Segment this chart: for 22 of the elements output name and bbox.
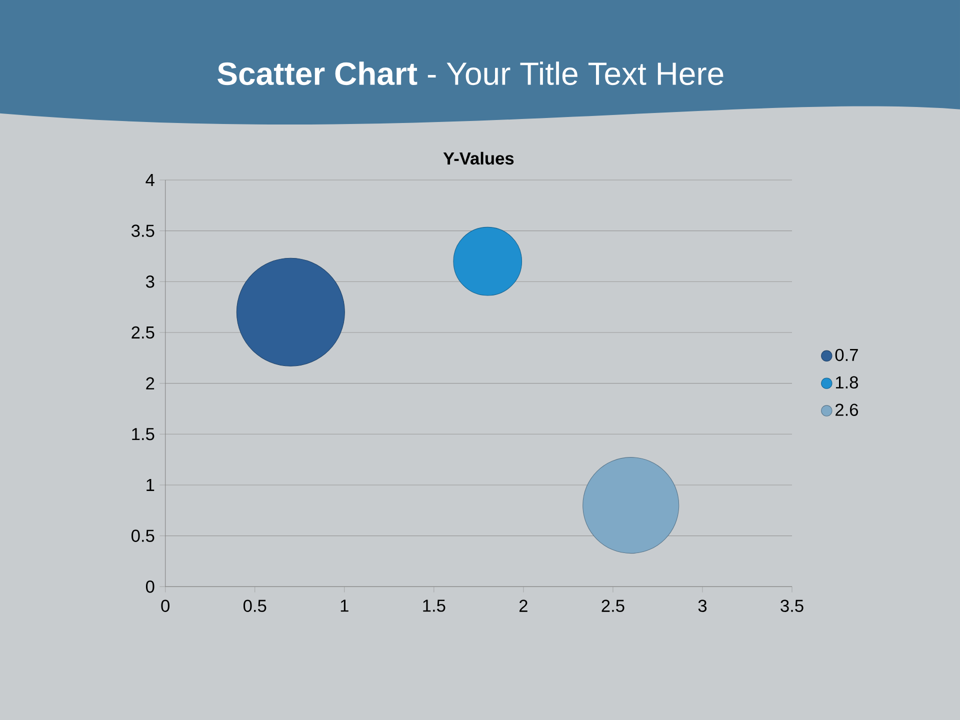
x-tick-label: 2 bbox=[519, 600, 528, 612]
chart-title: Scatter Chart - Your Title Text Here bbox=[218, 62, 724, 86]
y-tick-label: 4 bbox=[146, 174, 154, 186]
chart-subtitle: Y-Values bbox=[443, 152, 514, 165]
x-tick-label: 3 bbox=[698, 600, 707, 612]
y-tick-label: 1 bbox=[146, 479, 154, 491]
x-tick-label: 3.5 bbox=[780, 600, 804, 612]
x-tick-label: 2.5 bbox=[602, 600, 624, 612]
legend-label: 2.6 bbox=[836, 404, 858, 416]
y-tick-label: 3.5 bbox=[132, 224, 154, 237]
x-tick-label: 0 bbox=[161, 600, 170, 612]
legend-label: 1.8 bbox=[836, 376, 858, 389]
x-tick-label: 1.5 bbox=[423, 600, 446, 612]
y-tick-label: 1.5 bbox=[132, 428, 154, 440]
y-tick-label: 0 bbox=[146, 580, 154, 593]
y-tick-label: 2 bbox=[146, 377, 154, 390]
legend-label: 0.7 bbox=[835, 348, 858, 362]
y-tick-label: 0.5 bbox=[132, 530, 154, 542]
y-tick-label: 2.5 bbox=[132, 326, 154, 339]
y-tick-label: 3 bbox=[146, 276, 154, 288]
x-tick-label: 1 bbox=[340, 600, 348, 612]
x-tick-label: 0.5 bbox=[243, 600, 266, 612]
